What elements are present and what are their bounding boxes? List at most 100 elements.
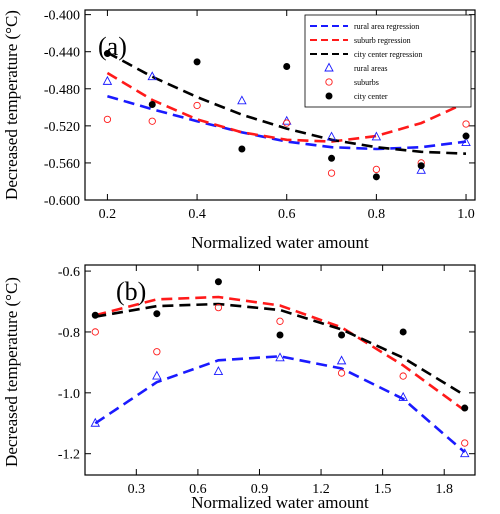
data-point-triangle bbox=[336, 355, 347, 365]
data-point-dot bbox=[372, 173, 380, 181]
tick-group-b: 0.3 0.6 0.9 1.2 1.5 1.8 -0.6 -0.8 -1.0 -1.2 bbox=[58, 265, 475, 497]
legend-swatch-marker bbox=[325, 92, 333, 100]
data-point-circle bbox=[193, 101, 201, 110]
legend-label: suburb regression bbox=[354, 36, 411, 45]
y-tick-label: -0.520 bbox=[44, 120, 80, 135]
data-point-dot bbox=[328, 154, 336, 162]
data-point-dot bbox=[103, 50, 111, 58]
data-point-dot bbox=[214, 278, 222, 286]
data-point-dot bbox=[462, 132, 470, 140]
data-point-circle bbox=[103, 115, 112, 124]
data-point-dot bbox=[238, 145, 246, 153]
data-point-dot bbox=[193, 58, 201, 66]
data-point-triangle bbox=[213, 366, 224, 375]
data-point-triangle bbox=[147, 71, 157, 81]
y-tick-label: -0.6 bbox=[58, 265, 80, 280]
y-tick-label: -0.480 bbox=[44, 83, 80, 98]
data-point-triangle bbox=[237, 95, 247, 105]
regression-line bbox=[106, 71, 467, 143]
x-axis-title-a: Normalized water amount bbox=[191, 233, 369, 252]
data-point-triangle bbox=[398, 391, 408, 401]
data-point-triangle bbox=[416, 164, 426, 174]
legend-label: city center bbox=[354, 92, 388, 101]
data-point-dot bbox=[148, 101, 156, 109]
panel-a: 0.2 0.4 0.6 0.8 1.0 -0.400 -0.440 -0.480 -0.520 -… bbox=[2, 9, 476, 252]
x-tick-label: 0.6 bbox=[278, 207, 296, 222]
data-point-triangle bbox=[461, 137, 471, 146]
legend-frame bbox=[304, 14, 472, 108]
data-point-circle bbox=[276, 317, 284, 325]
data-point-circle bbox=[462, 120, 470, 128]
regression-lines-a bbox=[106, 51, 467, 155]
data-point-circle bbox=[91, 328, 99, 336]
y-axis-title-b: Decreased temperature (°C) bbox=[2, 277, 21, 467]
y-tick-label: -0.440 bbox=[44, 46, 80, 61]
x-tick-label: 0.8 bbox=[368, 207, 386, 222]
data-point-circle bbox=[153, 348, 161, 356]
data-point-dot bbox=[461, 404, 469, 412]
data-point-dot bbox=[283, 63, 291, 71]
data-point-triangle bbox=[90, 417, 101, 427]
y-tick-label: -0.8 bbox=[58, 326, 80, 341]
legend-item: suburbs bbox=[325, 78, 379, 87]
legend-item: suburb regression bbox=[310, 36, 411, 45]
legend-label: rural area regression bbox=[354, 22, 419, 31]
data-point-circle bbox=[148, 117, 156, 125]
plot-frame-b bbox=[84, 264, 476, 476]
data-point-triangle bbox=[152, 370, 162, 380]
regression-lines-b bbox=[94, 295, 466, 454]
y-tick-label: -0.400 bbox=[44, 9, 80, 24]
legend-label: rural areas bbox=[354, 64, 388, 73]
data-point-circle bbox=[372, 165, 381, 174]
regression-line bbox=[94, 295, 466, 412]
data-point-triangle bbox=[459, 448, 470, 458]
data-point-circle bbox=[399, 372, 407, 380]
y-tick-label: -0.560 bbox=[44, 157, 80, 172]
legend-swatch-marker bbox=[325, 78, 333, 86]
legend-item: city center regression bbox=[310, 50, 422, 59]
regression-line bbox=[106, 51, 467, 155]
y-axis-title-a: Decreased temperature (°C) bbox=[2, 10, 21, 200]
plot-frame-a bbox=[84, 9, 476, 201]
x-tick-label: 1.2 bbox=[312, 482, 330, 497]
data-point-circle bbox=[461, 439, 469, 447]
legend-item: rural areas bbox=[324, 62, 388, 73]
legend-item: city center bbox=[325, 92, 388, 101]
data-point-circle bbox=[214, 303, 223, 312]
data-point-circle bbox=[337, 369, 346, 377]
regression-line bbox=[94, 354, 466, 454]
scatter-points-a bbox=[102, 50, 471, 181]
x-tick-label: 1.8 bbox=[435, 482, 453, 497]
x-tick-label: 1.5 bbox=[374, 482, 392, 497]
data-point-triangle bbox=[275, 352, 285, 362]
x-tick-label: 0.4 bbox=[188, 207, 206, 222]
x-tick-label: 0.3 bbox=[128, 482, 146, 497]
legend-label: city center regression bbox=[354, 50, 422, 59]
y-tick-label: -0.600 bbox=[44, 194, 80, 209]
legend-label: suburbs bbox=[354, 78, 379, 87]
legend-swatch-marker bbox=[324, 62, 334, 72]
panel-label-b: (b) bbox=[116, 277, 146, 306]
x-axis-title-b: Normalized water amount bbox=[191, 493, 369, 512]
data-point-triangle bbox=[326, 131, 337, 141]
y-tick-label: -1.2 bbox=[58, 448, 80, 463]
y-tick-label: -1.0 bbox=[58, 387, 80, 402]
tick-group-a: 0.2 0.4 0.6 0.8 1.0 -0.400 -0.440 -0.480 -0.520 -… bbox=[44, 9, 475, 222]
panel-label-a: (a) bbox=[98, 32, 127, 61]
x-tick-label: 0.9 bbox=[251, 482, 269, 497]
legend-item: rural area regression bbox=[310, 22, 419, 31]
data-point-dot bbox=[399, 328, 407, 336]
legend: rural area regression suburb regression ci… bbox=[304, 14, 472, 108]
data-point-circle bbox=[327, 169, 336, 177]
data-point-dot bbox=[276, 331, 284, 339]
data-point-dot bbox=[91, 311, 99, 319]
data-point-dot bbox=[338, 331, 346, 339]
scatter-points-b bbox=[90, 278, 470, 458]
panel-b: 0.3 0.6 0.9 1.2 1.5 1.8 -0.6 -0.8 -1.0 -1.2 (b) N… bbox=[2, 264, 476, 512]
x-tick-label: 0.6 bbox=[189, 482, 207, 497]
data-point-triangle bbox=[371, 131, 382, 141]
data-point-dot bbox=[153, 310, 161, 318]
data-point-circle bbox=[283, 119, 291, 127]
x-tick-label: 0.2 bbox=[99, 207, 117, 222]
